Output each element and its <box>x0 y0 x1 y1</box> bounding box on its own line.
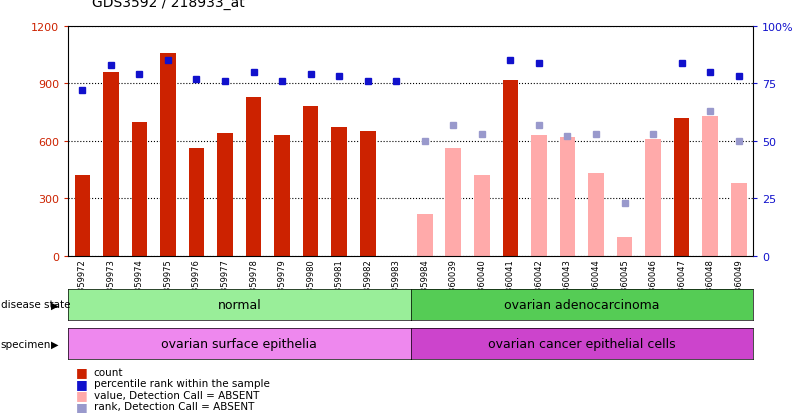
Bar <box>445 149 461 256</box>
Bar <box>646 140 661 256</box>
Bar <box>417 214 433 256</box>
Text: rank, Detection Call = ABSENT: rank, Detection Call = ABSENT <box>94 401 254 411</box>
Text: ■: ■ <box>76 400 88 413</box>
Bar <box>332 128 347 256</box>
Text: specimen: specimen <box>1 339 51 349</box>
Text: percentile rank within the sample: percentile rank within the sample <box>94 378 270 388</box>
Text: ovarian cancer epithelial cells: ovarian cancer epithelial cells <box>488 337 675 350</box>
Bar <box>674 119 690 256</box>
Text: disease state: disease state <box>1 299 70 310</box>
Text: ■: ■ <box>76 377 88 390</box>
Text: ■: ■ <box>76 388 88 401</box>
Bar <box>702 116 718 256</box>
Text: GDS3592 / 218933_at: GDS3592 / 218933_at <box>92 0 245 10</box>
Bar <box>246 97 261 256</box>
Text: ▶: ▶ <box>51 299 58 310</box>
Bar <box>131 122 147 256</box>
Text: count: count <box>94 367 123 377</box>
Bar <box>560 138 575 256</box>
Text: ovarian adenocarcinoma: ovarian adenocarcinoma <box>504 298 659 311</box>
Bar <box>617 237 632 256</box>
Bar <box>303 107 319 256</box>
Bar <box>360 132 376 256</box>
Bar <box>217 134 233 256</box>
Bar <box>502 80 518 256</box>
Bar <box>74 176 91 256</box>
Text: ▶: ▶ <box>51 339 58 349</box>
Bar <box>274 136 290 256</box>
Bar <box>189 149 204 256</box>
Text: ■: ■ <box>76 365 88 378</box>
Text: normal: normal <box>217 298 261 311</box>
Text: ovarian surface epithelia: ovarian surface epithelia <box>161 337 317 350</box>
Bar <box>731 183 747 256</box>
Bar <box>588 174 604 256</box>
Text: value, Detection Call = ABSENT: value, Detection Call = ABSENT <box>94 390 259 400</box>
Bar <box>531 136 547 256</box>
Bar <box>474 176 489 256</box>
Bar <box>103 73 119 256</box>
Bar <box>160 54 175 256</box>
